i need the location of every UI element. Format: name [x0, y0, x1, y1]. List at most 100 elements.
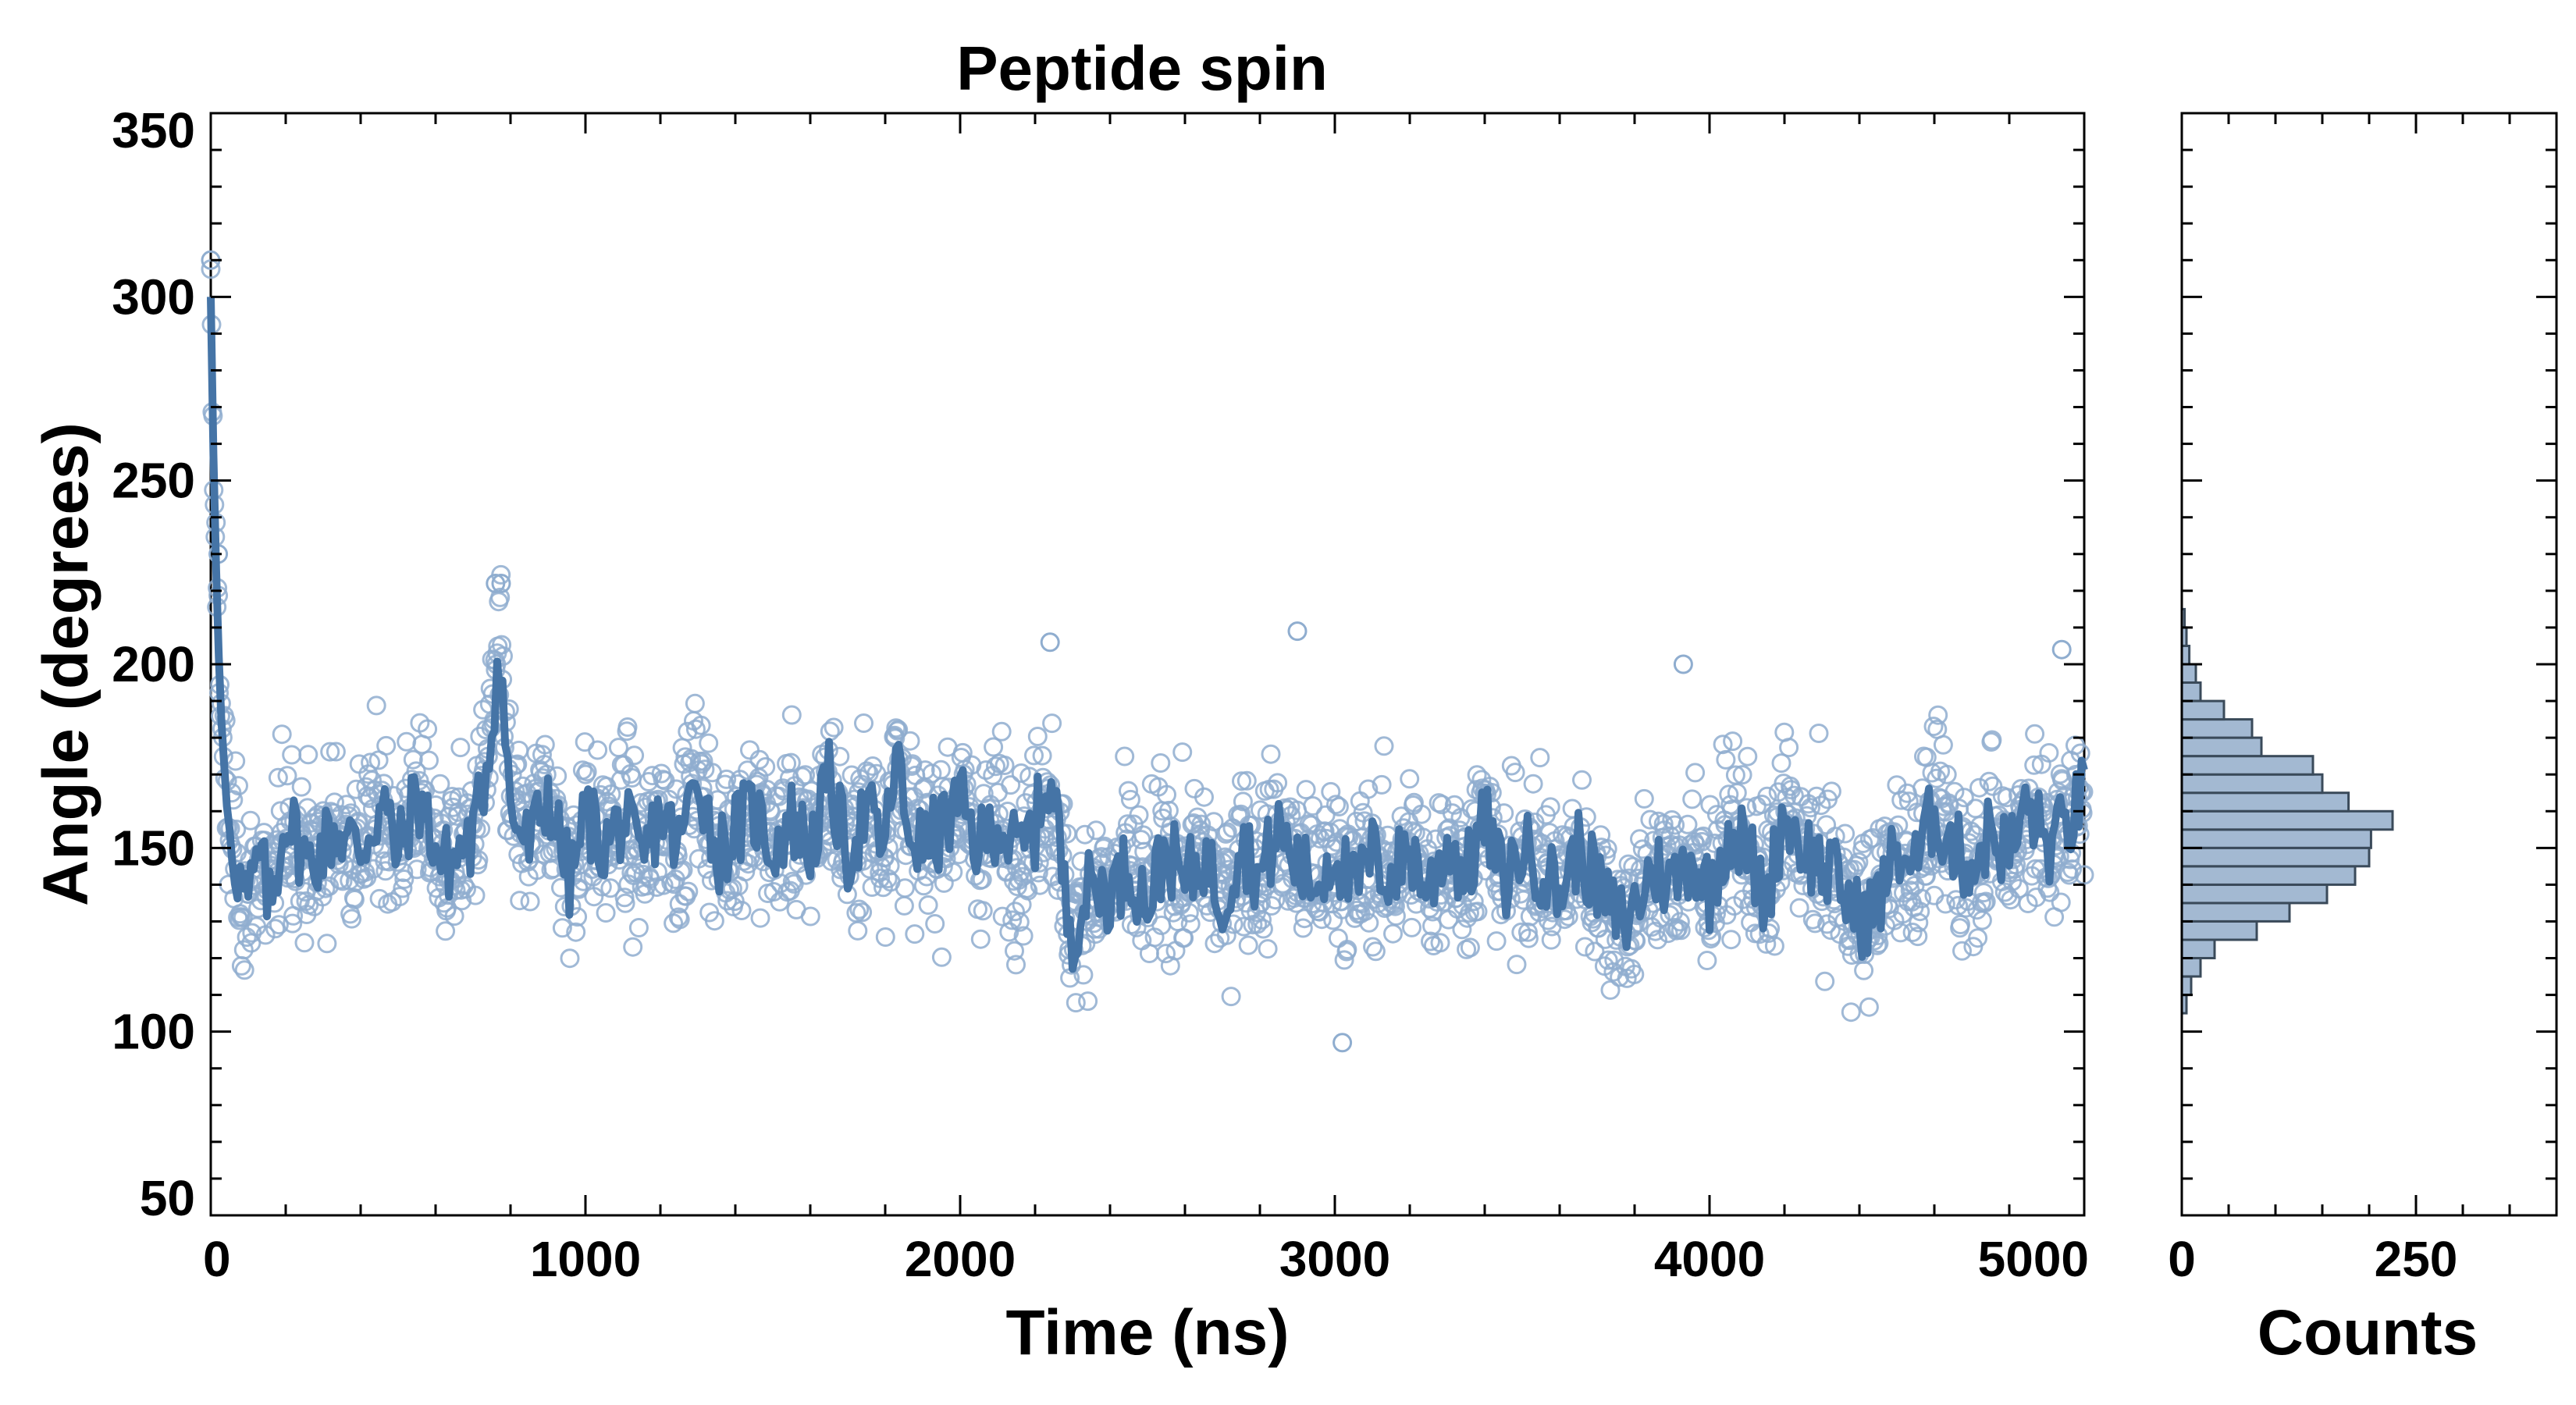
scatter-point: [1221, 987, 1241, 1007]
scatter-point: [1468, 902, 1488, 922]
scatter-outlier-point: [2051, 639, 2072, 660]
histogram-bars: [2180, 607, 2394, 1015]
scatter-point: [1421, 931, 1440, 951]
scatter-point: [1685, 763, 1706, 783]
histogram-bar: [2180, 920, 2258, 941]
histogram-x-axis-label: Counts: [2258, 1297, 2478, 1368]
scatter-point: [1217, 822, 1237, 842]
scatter-point: [1670, 920, 1691, 941]
y-axis-label: Angle (degrees): [30, 422, 101, 906]
scatter-point: [1156, 944, 1176, 964]
scatter-point: [1296, 780, 1316, 800]
scatter-point: [450, 738, 471, 758]
histogram-bar: [2180, 828, 2372, 849]
x-axis-label: Time (ns): [1006, 1297, 1290, 1368]
scatter-point: [535, 735, 555, 755]
scatter-point: [1809, 724, 1829, 743]
scatter-point: [1151, 753, 1171, 773]
scatter-point: [781, 752, 801, 773]
scatter-point: [465, 885, 486, 905]
x-tick-label: 5000: [1978, 1231, 2089, 1287]
scatter-point: [624, 745, 645, 766]
scatter-point: [552, 918, 572, 938]
scatter-point: [1624, 964, 1645, 984]
scatter-point: [1937, 764, 1957, 784]
scatter-point: [1757, 786, 1777, 806]
scatter-point: [490, 587, 511, 607]
scatter-point: [265, 919, 286, 939]
histogram-bar: [2180, 809, 2394, 831]
y-tick-label: 250: [112, 453, 195, 509]
scatter-point: [895, 878, 915, 898]
scatter-outlier-point: [1287, 621, 1308, 642]
scatter-point: [875, 927, 895, 947]
scatter-point: [1507, 955, 1527, 975]
main-axis-ticks: [209, 112, 2086, 1217]
scatter-point: [2062, 859, 2083, 879]
scatter-point: [1678, 814, 1698, 834]
scatter-point: [1411, 804, 1432, 824]
scatter-point: [240, 810, 261, 831]
scatter-point: [1115, 746, 1135, 767]
scatter-point: [1585, 941, 1605, 962]
scatter-point: [1902, 923, 1923, 942]
scatter-point: [342, 909, 362, 929]
scatter-point: [268, 767, 288, 788]
scatter-point: [1910, 902, 1930, 922]
scatter-point: [532, 745, 552, 765]
histogram-axis-ticks: [2180, 112, 2558, 1217]
scatter-point: [685, 693, 705, 713]
scatter-point: [642, 766, 663, 786]
scatter-outlier-point: [486, 574, 506, 593]
scatter-point: [1727, 783, 1747, 803]
histogram-bar: [2180, 718, 2254, 739]
scatter-point: [407, 859, 427, 880]
scatter-point: [596, 903, 616, 923]
scatter-point: [1888, 815, 1909, 835]
scatter-point: [1982, 730, 2002, 750]
scatter-point: [1386, 906, 1406, 926]
scatter-point: [1252, 909, 1272, 930]
histogram-x-tick-labels: 0 250: [2168, 1231, 2457, 1287]
scatter-point: [1948, 895, 1969, 916]
scatter-point: [1204, 812, 1224, 832]
scatter-point: [691, 715, 711, 735]
scatter-point: [1670, 912, 1690, 932]
histogram-bar: [2180, 883, 2329, 905]
scatter-point: [326, 742, 346, 762]
scatter-point: [1891, 790, 1912, 810]
scatter-point: [1816, 815, 1837, 835]
scatter-point: [984, 737, 1004, 757]
scatter-point: [510, 891, 530, 911]
scatter-point: [623, 937, 643, 957]
scatter-point: [1821, 781, 1841, 802]
scatter-point: [781, 705, 802, 725]
scatter-point: [1402, 917, 1421, 937]
histogram-bar: [2180, 938, 2216, 959]
scatter-point: [856, 761, 877, 781]
scatter-point: [717, 769, 737, 789]
scatter-point: [317, 934, 337, 954]
scatter-outlier-point: [491, 574, 511, 593]
scatter-point: [972, 870, 992, 890]
histogram-bar: [2180, 791, 2350, 813]
scatter-point: [1123, 814, 1144, 834]
histogram-panel: 0 250: [2168, 112, 2558, 1287]
scatter-point: [1682, 789, 1703, 809]
scatter-point: [1912, 888, 1932, 909]
scatter-point: [2008, 879, 2029, 898]
scatter-point: [1293, 918, 1313, 938]
scatter-point: [444, 906, 464, 927]
scatter-point: [1452, 919, 1472, 940]
scatter-point: [704, 911, 724, 931]
scatter-point: [905, 924, 925, 944]
scatter-point: [233, 908, 253, 928]
scatter-point: [1032, 745, 1052, 766]
scatter-point: [1723, 731, 1743, 752]
scatter-point: [750, 908, 770, 928]
scatter-point: [294, 933, 315, 953]
chart-title: Peptide spin: [956, 34, 1328, 103]
scatter-point: [925, 914, 945, 934]
scatter-point: [1400, 769, 1420, 789]
scatter-point: [1430, 933, 1450, 953]
